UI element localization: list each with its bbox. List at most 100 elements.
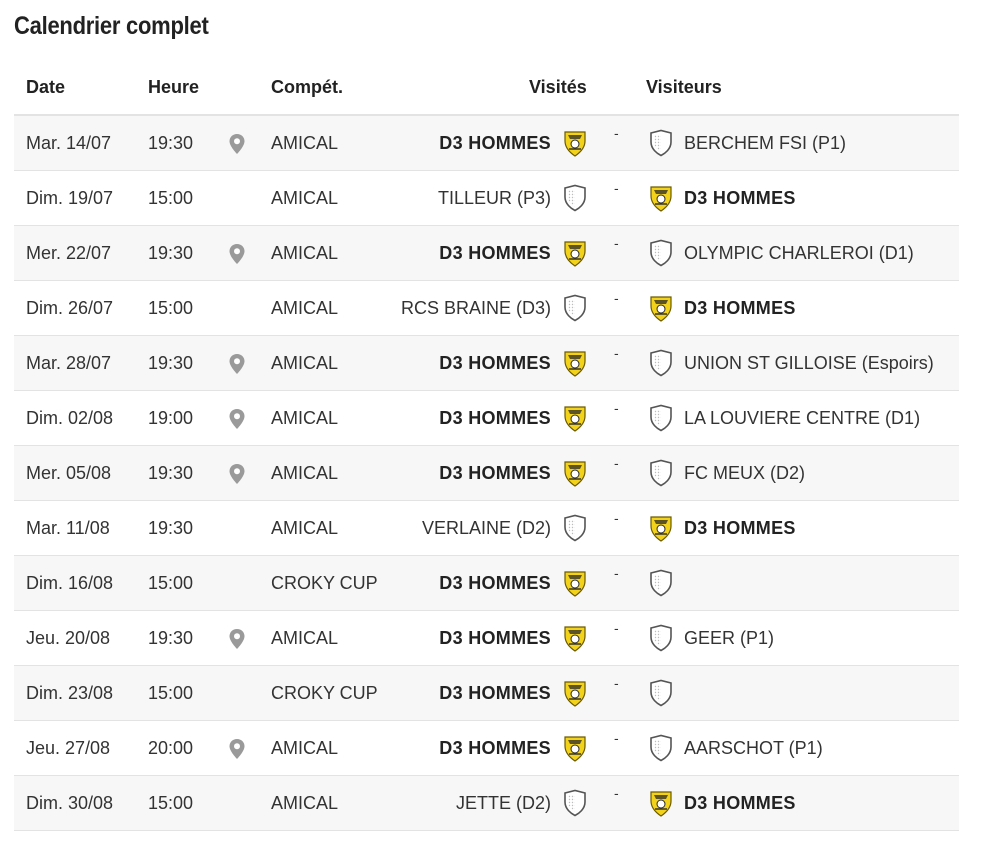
table-row[interactable]: Mar. 11/08 19:30 AMICAL VERLAINE (D2) - … [14, 501, 959, 556]
home-team-crest-icon [562, 734, 588, 762]
home-team[interactable]: D3 HOMMES [439, 463, 551, 483]
location-pin-icon[interactable] [228, 243, 246, 265]
home-team[interactable]: D3 HOMMES [439, 573, 551, 593]
match-time: 19:30 [148, 628, 194, 648]
away-team[interactable]: D3 HOMMES [684, 793, 796, 813]
score-separator: - [614, 565, 619, 581]
location-pin-icon[interactable] [228, 738, 246, 760]
away-team[interactable]: D3 HOMMES [684, 188, 796, 208]
match-competition: AMICAL [271, 463, 339, 483]
match-time: 19:30 [148, 353, 194, 373]
header-home: Visités [529, 77, 587, 97]
away-team[interactable]: FC MEUX (D2) [684, 463, 805, 483]
home-team[interactable]: D3 HOMMES [439, 243, 551, 263]
match-competition: CROKY CUP [271, 573, 378, 593]
match-competition: CROKY CUP [271, 683, 378, 703]
schedule-table: Date Heure Compét. Visités Visiteurs Mar… [14, 60, 959, 831]
match-date: Dim. 23/08 [26, 683, 114, 703]
table-row[interactable]: Dim. 19/07 15:00 AMICAL TILLEUR (P3) - D… [14, 171, 959, 226]
score-separator: - [614, 290, 619, 306]
table-row[interactable]: Mer. 22/07 19:30 AMICAL D3 HOMMES - OLYM… [14, 226, 959, 281]
table-row[interactable]: Mar. 14/07 19:30 AMICAL D3 HOMMES - BERC… [14, 116, 959, 171]
score-separator: - [614, 345, 619, 361]
away-team-crest-icon [648, 239, 674, 267]
home-team-crest-icon [562, 129, 588, 157]
match-competition: AMICAL [271, 518, 339, 538]
match-date: Dim. 26/07 [26, 298, 114, 318]
away-team[interactable]: UNION ST GILLOISE (Espoirs) [684, 353, 934, 373]
home-team-crest-icon [562, 569, 588, 597]
match-time: 15:00 [148, 683, 194, 703]
home-team[interactable]: TILLEUR (P3) [437, 188, 551, 208]
table-row[interactable]: Dim. 30/08 15:00 AMICAL JETTE (D2) - D3 … [14, 776, 959, 831]
score-separator: - [614, 125, 619, 141]
table-row[interactable]: Dim. 23/08 15:00 CROKY CUP D3 HOMMES - [14, 666, 959, 721]
home-team-crest-icon [562, 459, 588, 487]
away-team-crest-icon [648, 129, 674, 157]
table-row[interactable]: Mer. 05/08 19:30 AMICAL D3 HOMMES - FC M… [14, 446, 959, 501]
location-pin-icon[interactable] [228, 353, 246, 375]
away-team[interactable]: BERCHEM FSI (P1) [684, 133, 847, 153]
match-date: Dim. 30/08 [26, 793, 114, 813]
score-separator: - [614, 620, 619, 636]
table-row[interactable]: Dim. 26/07 15:00 AMICAL RCS BRAINE (D3) … [14, 281, 959, 336]
location-pin-icon[interactable] [228, 408, 246, 430]
header-competition: Compét. [271, 77, 343, 97]
match-time: 15:00 [148, 298, 194, 318]
match-competition: AMICAL [271, 353, 339, 373]
home-team[interactable]: D3 HOMMES [439, 133, 551, 153]
match-date: Jeu. 20/08 [26, 628, 111, 648]
table-row[interactable]: Mar. 28/07 19:30 AMICAL D3 HOMMES - UNIO… [14, 336, 959, 391]
away-team-crest-icon [648, 184, 674, 212]
header-date: Date [26, 77, 66, 97]
match-competition: AMICAL [271, 133, 339, 153]
away-team-crest-icon [648, 459, 674, 487]
table-row[interactable]: Jeu. 20/08 19:30 AMICAL D3 HOMMES - GEER… [14, 611, 959, 666]
away-team-crest-icon [648, 734, 674, 762]
table-row[interactable]: Jeu. 27/08 20:00 AMICAL D3 HOMMES - AARS… [14, 721, 959, 776]
match-date: Mar. 14/07 [26, 133, 112, 153]
match-time: 19:30 [148, 243, 194, 263]
score-separator: - [614, 400, 619, 416]
match-time: 20:00 [148, 738, 194, 758]
home-team[interactable]: RCS BRAINE (D3) [400, 298, 551, 318]
page-title: Calendrier complet [14, 12, 209, 40]
home-team[interactable]: VERLAINE (D2) [421, 518, 551, 538]
away-team-crest-icon [648, 514, 674, 542]
location-pin-icon[interactable] [228, 463, 246, 485]
match-time: 19:30 [148, 463, 194, 483]
match-date: Jeu. 27/08 [26, 738, 111, 758]
away-team[interactable]: OLYMPIC CHARLEROI (D1) [684, 243, 914, 263]
away-team[interactable]: D3 HOMMES [684, 518, 796, 538]
away-team[interactable]: AARSCHOT (P1) [684, 738, 823, 758]
match-date: Mer. 22/07 [26, 243, 112, 263]
away-team-crest-icon [648, 679, 674, 707]
location-pin-icon[interactable] [228, 133, 246, 155]
location-pin-icon[interactable] [228, 628, 246, 650]
away-team-crest-icon [648, 349, 674, 377]
home-team[interactable]: D3 HOMMES [439, 683, 551, 703]
home-team[interactable]: D3 HOMMES [439, 353, 551, 373]
home-team[interactable]: D3 HOMMES [439, 408, 551, 428]
match-date: Mar. 11/08 [26, 518, 110, 538]
home-team[interactable]: D3 HOMMES [439, 628, 551, 648]
header-time: Heure [148, 77, 200, 97]
table-row[interactable]: Dim. 16/08 15:00 CROKY CUP D3 HOMMES - [14, 556, 959, 611]
home-team-crest-icon [562, 349, 588, 377]
score-separator: - [614, 455, 619, 471]
header-away: Visiteurs [646, 77, 722, 97]
home-team-crest-icon [562, 184, 588, 212]
home-team[interactable]: D3 HOMMES [439, 738, 551, 758]
match-date: Dim. 19/07 [26, 188, 114, 208]
away-team[interactable]: GEER (P1) [684, 628, 775, 648]
home-team-crest-icon [562, 239, 588, 267]
table-row[interactable]: Dim. 02/08 19:00 AMICAL D3 HOMMES - LA L… [14, 391, 959, 446]
match-time: 19:30 [148, 518, 194, 538]
home-team[interactable]: JETTE (D2) [455, 793, 551, 813]
score-separator: - [614, 180, 619, 196]
match-competition: AMICAL [271, 188, 339, 208]
away-team[interactable]: D3 HOMMES [684, 298, 796, 318]
away-team[interactable]: LA LOUVIERE CENTRE (D1) [684, 408, 921, 428]
match-date: Mar. 28/07 [26, 353, 112, 373]
score-separator: - [614, 785, 619, 801]
